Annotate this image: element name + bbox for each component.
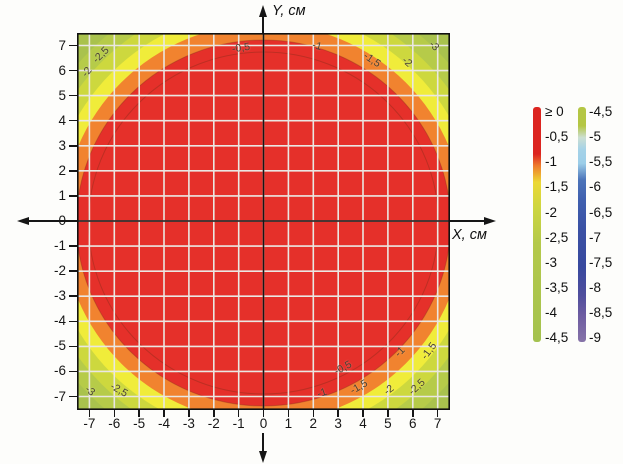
x-axis-arrow-right-icon xyxy=(484,216,496,225)
legend-label: -1 xyxy=(545,154,558,170)
y-tick-label: 6 xyxy=(58,62,66,78)
y-tick-label: -7 xyxy=(53,388,66,404)
y-tick xyxy=(69,345,77,348)
y-axis-arrow-up-icon xyxy=(258,5,267,17)
x-tick-label: 6 xyxy=(409,416,417,431)
legend-label: -9 xyxy=(589,330,602,346)
y-axis-extension-bottom xyxy=(262,433,264,452)
x-tick xyxy=(237,410,240,417)
y-tick-label: -6 xyxy=(53,363,66,379)
legend-label: -5 xyxy=(589,129,602,145)
legend-label: -2,5 xyxy=(545,229,569,245)
plot-area: -2,5 -2 -0,5 -1 -1,5 -2 -3 -3 -2,5 -0,5 … xyxy=(77,33,450,410)
y-tick xyxy=(69,295,77,297)
x-tick-label: -5 xyxy=(133,416,146,431)
x-axis-extension-right xyxy=(450,220,486,222)
x-tick-label: 5 xyxy=(384,416,392,431)
y-tick xyxy=(69,44,77,47)
legend-label: -6,5 xyxy=(589,204,613,220)
y-tick xyxy=(69,245,77,247)
x-tick xyxy=(412,410,414,417)
legend-label: -4,5 xyxy=(545,330,569,346)
x-tick-label: -2 xyxy=(207,416,220,431)
x-tick xyxy=(287,410,290,417)
legend-label: -1,5 xyxy=(545,179,569,195)
plot-border xyxy=(77,33,450,410)
x-tick xyxy=(436,410,439,417)
colorbar-lower-range xyxy=(578,107,586,342)
y-tick-label: -2 xyxy=(53,263,66,279)
y-axis-extension-top xyxy=(262,15,264,33)
legend-label: -3,5 xyxy=(545,279,569,295)
legend-label: -8 xyxy=(589,279,602,295)
y-tick xyxy=(69,69,77,72)
x-tick-label: -6 xyxy=(108,416,121,431)
colorbar-upper-range xyxy=(533,107,541,342)
x-tick-label: 1 xyxy=(284,416,293,431)
colorbar-lower-labels: -4,5 -5 -5,5 -6 -6,5 -7 -7,5 -8 -8,5 -9 xyxy=(589,99,612,350)
x-tick-label: -1 xyxy=(232,416,245,431)
y-tick xyxy=(69,195,77,197)
y-tick xyxy=(69,270,77,272)
x-tick xyxy=(362,410,364,417)
x-tick xyxy=(312,410,315,417)
y-tick xyxy=(69,94,77,97)
x-tick xyxy=(113,410,116,417)
y-tick-label: 1 xyxy=(58,187,66,203)
legend-label: -6 xyxy=(589,179,602,195)
y-tick-label: -4 xyxy=(53,313,66,329)
x-tick-label: -7 xyxy=(83,416,96,431)
legend-label: -4,5 xyxy=(589,104,613,120)
y-axis-arrow-down-icon xyxy=(258,451,267,463)
legend-label: -5,5 xyxy=(589,154,613,170)
x-tick xyxy=(213,410,215,417)
x-tick-label: 4 xyxy=(359,416,367,431)
x-tick xyxy=(138,410,140,417)
y-tick-label: -3 xyxy=(53,288,66,304)
x-tick xyxy=(163,410,165,417)
legend-label: -7 xyxy=(589,229,602,245)
x-tick-label: 7 xyxy=(433,416,442,431)
legend-label: -2 xyxy=(545,204,558,220)
y-tick-label: 7 xyxy=(58,37,66,53)
y-tick-label: 2 xyxy=(58,162,66,178)
y-tick-label: 4 xyxy=(58,112,66,128)
y-axis-title: Y, см xyxy=(272,3,306,19)
x-tick xyxy=(337,410,339,417)
x-tick-label: 3 xyxy=(334,416,342,431)
legend-label: -7,5 xyxy=(589,254,613,270)
y-tick xyxy=(69,145,77,147)
x-axis-arrow-left-icon xyxy=(17,216,29,225)
colorbar-upper-labels: ≥ 0 -0,5 -1 -1,5 -2 -2,5 -3 -3,5 -4 -4,5 xyxy=(545,99,568,350)
y-tick-label: -1 xyxy=(53,238,66,254)
legend-label: -3 xyxy=(545,254,558,270)
x-tick-label: -4 xyxy=(157,416,170,431)
x-tick xyxy=(88,410,91,417)
x-tick-label: -3 xyxy=(182,416,195,431)
y-tick xyxy=(69,170,77,172)
legend-label: -4 xyxy=(545,305,558,321)
x-tick xyxy=(387,410,389,417)
y-tick xyxy=(69,320,77,323)
legend-label: ≥ 0 xyxy=(545,104,564,120)
y-tick-label: -5 xyxy=(53,338,66,354)
y-tick-label: 5 xyxy=(58,87,66,103)
x-tick-label: 2 xyxy=(309,416,318,431)
contour-map xyxy=(77,33,450,410)
x-axis-extension-left xyxy=(27,220,77,222)
y-tick xyxy=(69,395,77,398)
legend-label: -8,5 xyxy=(589,305,613,321)
legend-label: -0,5 xyxy=(545,129,569,145)
x-tick-label: 0 xyxy=(259,416,268,431)
y-tick xyxy=(69,370,77,373)
x-tick xyxy=(262,410,265,417)
y-tick-label: 3 xyxy=(58,137,66,153)
x-tick xyxy=(188,410,190,417)
x-axis-title: X, см xyxy=(452,227,487,243)
contour-label: -0,5 xyxy=(230,40,251,56)
y-tick xyxy=(69,119,77,122)
